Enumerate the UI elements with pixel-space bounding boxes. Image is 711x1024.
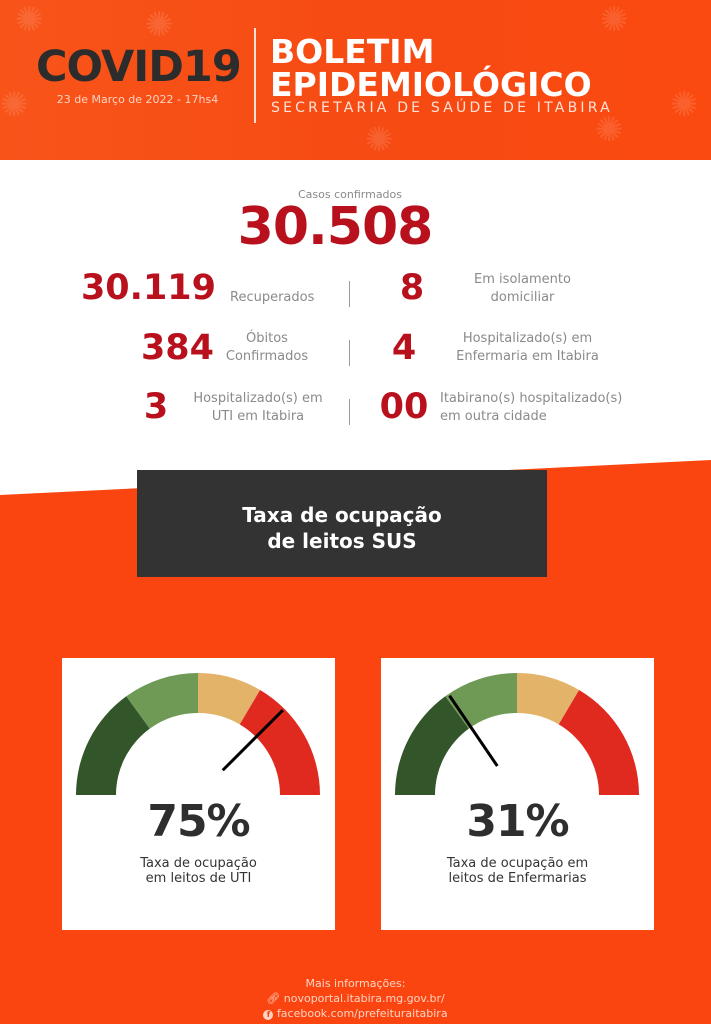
stats-panel	[0, 160, 711, 495]
link-icon: 🔗︎	[266, 992, 281, 1005]
header-banner: ✺ ✺ ✺ ✺ ✺ ✺ ✺ COVID19 23 de Março de 202…	[0, 0, 711, 160]
gauge-segment	[76, 696, 150, 795]
section-header	[137, 470, 547, 577]
virus-icon: ✺	[145, 5, 174, 45]
stat-label: Hospitalizado(s) em UTI em Itabira	[193, 391, 323, 424]
gauge-segment	[126, 673, 198, 729]
gauge-enfermaria	[395, 673, 639, 795]
stat-value: 3	[143, 387, 169, 427]
stat-value: 00	[379, 387, 429, 427]
divider	[349, 340, 350, 366]
section-title: Taxa de ocupação de leitos SUS	[242, 503, 442, 553]
gauge-segment	[558, 689, 639, 795]
virus-icon: ✺	[595, 110, 624, 150]
subtitle: SECRETARIA DE SAÚDE DE ITABIRA	[271, 100, 613, 116]
title-line1: BOLETIM	[270, 32, 435, 71]
gauge-card-uti: 75% Taxa de ocupação em leitos de UTI	[62, 658, 335, 930]
gauge-value: 75%	[147, 796, 250, 847]
virus-icon: ✺	[15, 0, 44, 40]
stat-label: Itabirano(s) hospitalizado(s) em outra ci…	[440, 391, 623, 424]
gauge-uti	[76, 673, 320, 795]
stat-value: 30.119	[80, 268, 216, 308]
divider	[349, 281, 350, 307]
gauge-segment	[395, 696, 469, 795]
confirmed-value: 30.508	[237, 197, 434, 257]
title-line2: EPIDEMIOLÓGICO	[270, 65, 592, 104]
gauge-segment	[517, 673, 580, 725]
virus-icon: ✺	[600, 0, 629, 40]
gauge-value: 31%	[466, 796, 569, 847]
gauge-caption: Taxa de ocupação em leitos de Enfermarias	[446, 856, 589, 886]
facebook-icon: f	[263, 1010, 274, 1020]
stat-label: Hospitalizado(s) em Enfermaria em Itabira	[456, 331, 599, 364]
divider	[254, 28, 256, 123]
virus-icon: ✺	[365, 120, 394, 160]
more-info-label: Mais informações:	[305, 977, 406, 990]
gauge-card-enfermaria: 31% Taxa de ocupação em leitos de Enferma…	[381, 658, 654, 930]
footer: Mais informações: 🔗︎ novoportal.itabira.…	[0, 976, 711, 1021]
gauge-needle	[221, 709, 284, 772]
facebook-link[interactable]: f facebook.com/prefeituraitabira	[0, 1006, 711, 1021]
gauge-segment	[239, 689, 320, 795]
stat-label: Em isolamento domiciliar	[474, 272, 571, 305]
covid-title: COVID19	[36, 42, 242, 92]
virus-icon: ✺	[670, 85, 699, 125]
site-link[interactable]: 🔗︎ novoportal.itabira.mg.gov.br/	[266, 992, 445, 1005]
virus-icon: ✺	[0, 85, 29, 125]
gauge-caption: Taxa de ocupação em leitos de UTI	[140, 856, 257, 886]
stat-label: Óbitos Confirmados	[225, 331, 309, 364]
stat-value: 384	[140, 328, 214, 368]
gauge-needle	[448, 694, 499, 767]
confirmed-label: Casos confirmados	[297, 188, 403, 201]
bulletin-date: 23 de Março de 2022 - 17hs4	[56, 93, 219, 106]
stat-value: 8	[399, 268, 425, 308]
divider	[349, 399, 350, 425]
stat-label: Recuperados	[230, 290, 315, 305]
stat-value: 4	[391, 328, 417, 368]
gauge-segment	[198, 673, 261, 725]
